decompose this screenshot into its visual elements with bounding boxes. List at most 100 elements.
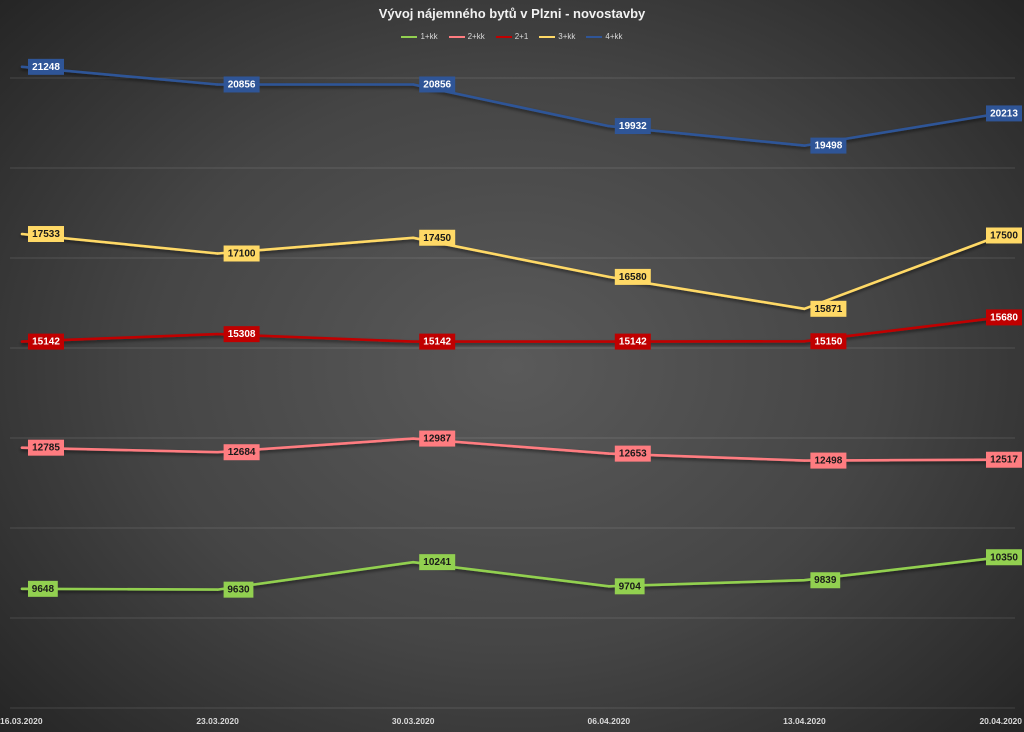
data-label-box (419, 76, 456, 93)
data-label-text: 9839 (814, 575, 837, 586)
data-label-text: 12987 (423, 434, 451, 445)
data-label-2-plus-1: 15142 (28, 333, 64, 350)
data-label-1-plus-kk: 9704 (614, 578, 645, 595)
data-point (412, 340, 415, 343)
data-label-4-plus-kk: 19932 (614, 118, 651, 135)
data-label-3-plus-kk: 17100 (223, 245, 260, 262)
data-label-box (223, 326, 260, 343)
data-label-box (223, 245, 260, 262)
data-label-1-plus-kk: 9630 (223, 581, 254, 598)
legend-swatch (401, 36, 418, 38)
data-label-text: 15142 (423, 337, 451, 348)
legend-item-2-plus-kk: 2+kk (448, 32, 485, 42)
data-label-text: 12498 (814, 456, 842, 467)
legend-label: 2+1 (514, 32, 529, 41)
legend-item-2-plus-1: 2+1 (495, 32, 529, 42)
data-label-2-plus-kk: 12498 (810, 452, 847, 469)
data-label-box (614, 445, 651, 462)
data-label-box (419, 430, 456, 447)
data-label-1-plus-kk: 10350 (986, 549, 1022, 566)
data-label-4-plus-kk: 20213 (986, 105, 1022, 122)
data-label-text: 15308 (228, 329, 256, 340)
data-point (20, 587, 24, 591)
data-point (20, 446, 24, 449)
series-3-plus-kk (20, 232, 1002, 311)
x-tick-label: 23.03.2020 (196, 716, 239, 726)
data-label-text: 9648 (32, 584, 55, 595)
data-label-text: 20213 (990, 108, 1018, 119)
data-point (216, 332, 219, 336)
data-point (412, 560, 415, 564)
data-label-3-plus-kk: 15871 (810, 300, 847, 317)
data-label-2-plus-1: 15308 (223, 326, 260, 343)
data-point (412, 236, 415, 239)
data-label-4-plus-kk: 20856 (419, 76, 456, 93)
data-labels: 9648 9630 10241 9704 9839 10350 12785 12684 1298… (28, 58, 1022, 598)
data-point (803, 340, 806, 343)
data-label-box (986, 451, 1022, 468)
x-tick-label: 16.03.2020 (0, 716, 43, 726)
data-point (803, 579, 806, 582)
data-label-text: 15142 (32, 337, 60, 348)
data-label-box (810, 300, 847, 317)
legend-swatch (448, 36, 465, 38)
chart-title: Vývoj nájemného bytů v Plzni - novostavb… (378, 6, 646, 21)
data-point (20, 65, 24, 69)
data-label-text: 17500 (990, 231, 1018, 242)
x-axis-labels: 16.03.2020 23.03.2020 30.03.2020 06.04.2020… (0, 716, 1022, 726)
data-point (607, 340, 610, 343)
data-label-box (28, 333, 64, 350)
series-line-4-plus-kk (20, 65, 1002, 147)
data-label-2-plus-kk: 12517 (986, 451, 1022, 468)
data-point (216, 252, 219, 255)
data-label-box (614, 268, 651, 285)
data-label-box (28, 580, 58, 597)
data-label-box (419, 229, 456, 246)
data-label-text: 12653 (619, 449, 647, 460)
data-label-2-plus-kk: 12684 (223, 444, 260, 461)
data-point (412, 437, 415, 440)
x-tick-label: 20.04.2020 (979, 716, 1022, 726)
data-label-text: 9630 (227, 585, 250, 596)
data-label-text: 19932 (619, 121, 647, 132)
x-tick-label: 06.04.2020 (588, 716, 631, 726)
data-label-box (986, 549, 1022, 566)
data-point (412, 83, 415, 86)
data-point (607, 452, 610, 455)
data-label-4-plus-kk: 20856 (223, 76, 260, 93)
data-label-1-plus-kk: 9648 (28, 580, 58, 597)
series-line-2-plus-1 (20, 316, 1002, 343)
data-label-box (614, 333, 651, 350)
legend-swatch (495, 36, 512, 38)
data-label-text: 19498 (814, 141, 842, 152)
data-label-box (419, 333, 456, 350)
data-label-box (810, 572, 841, 589)
series-lines (20, 65, 1002, 591)
data-label-text: 17533 (32, 229, 60, 240)
data-point (20, 340, 24, 343)
series-line-2-plus-kk (20, 437, 1002, 462)
data-label-box (223, 76, 260, 93)
x-tick-label: 30.03.2020 (392, 716, 435, 726)
data-point (803, 459, 806, 462)
data-label-3-plus-kk: 16580 (614, 268, 651, 285)
data-label-text: 17450 (423, 233, 451, 244)
legend-label: 2+kk (467, 32, 485, 41)
data-label-box (986, 309, 1022, 326)
data-label-text: 10350 (990, 552, 1018, 563)
data-point (607, 585, 610, 588)
series-line-1-plus-kk (20, 556, 1002, 591)
data-label-text: 15871 (814, 304, 842, 315)
data-label-4-plus-kk: 21248 (28, 58, 64, 75)
data-point (20, 232, 24, 236)
data-label-text: 12517 (990, 455, 1018, 466)
data-label-text: 12684 (228, 447, 256, 458)
data-label-box (223, 444, 260, 461)
series-1-plus-kk (20, 556, 1002, 591)
data-label-box (810, 333, 847, 350)
data-label-1-plus-kk: 9839 (810, 572, 841, 589)
data-label-text: 15142 (619, 337, 647, 348)
data-label-2-plus-kk: 12653 (614, 445, 651, 462)
